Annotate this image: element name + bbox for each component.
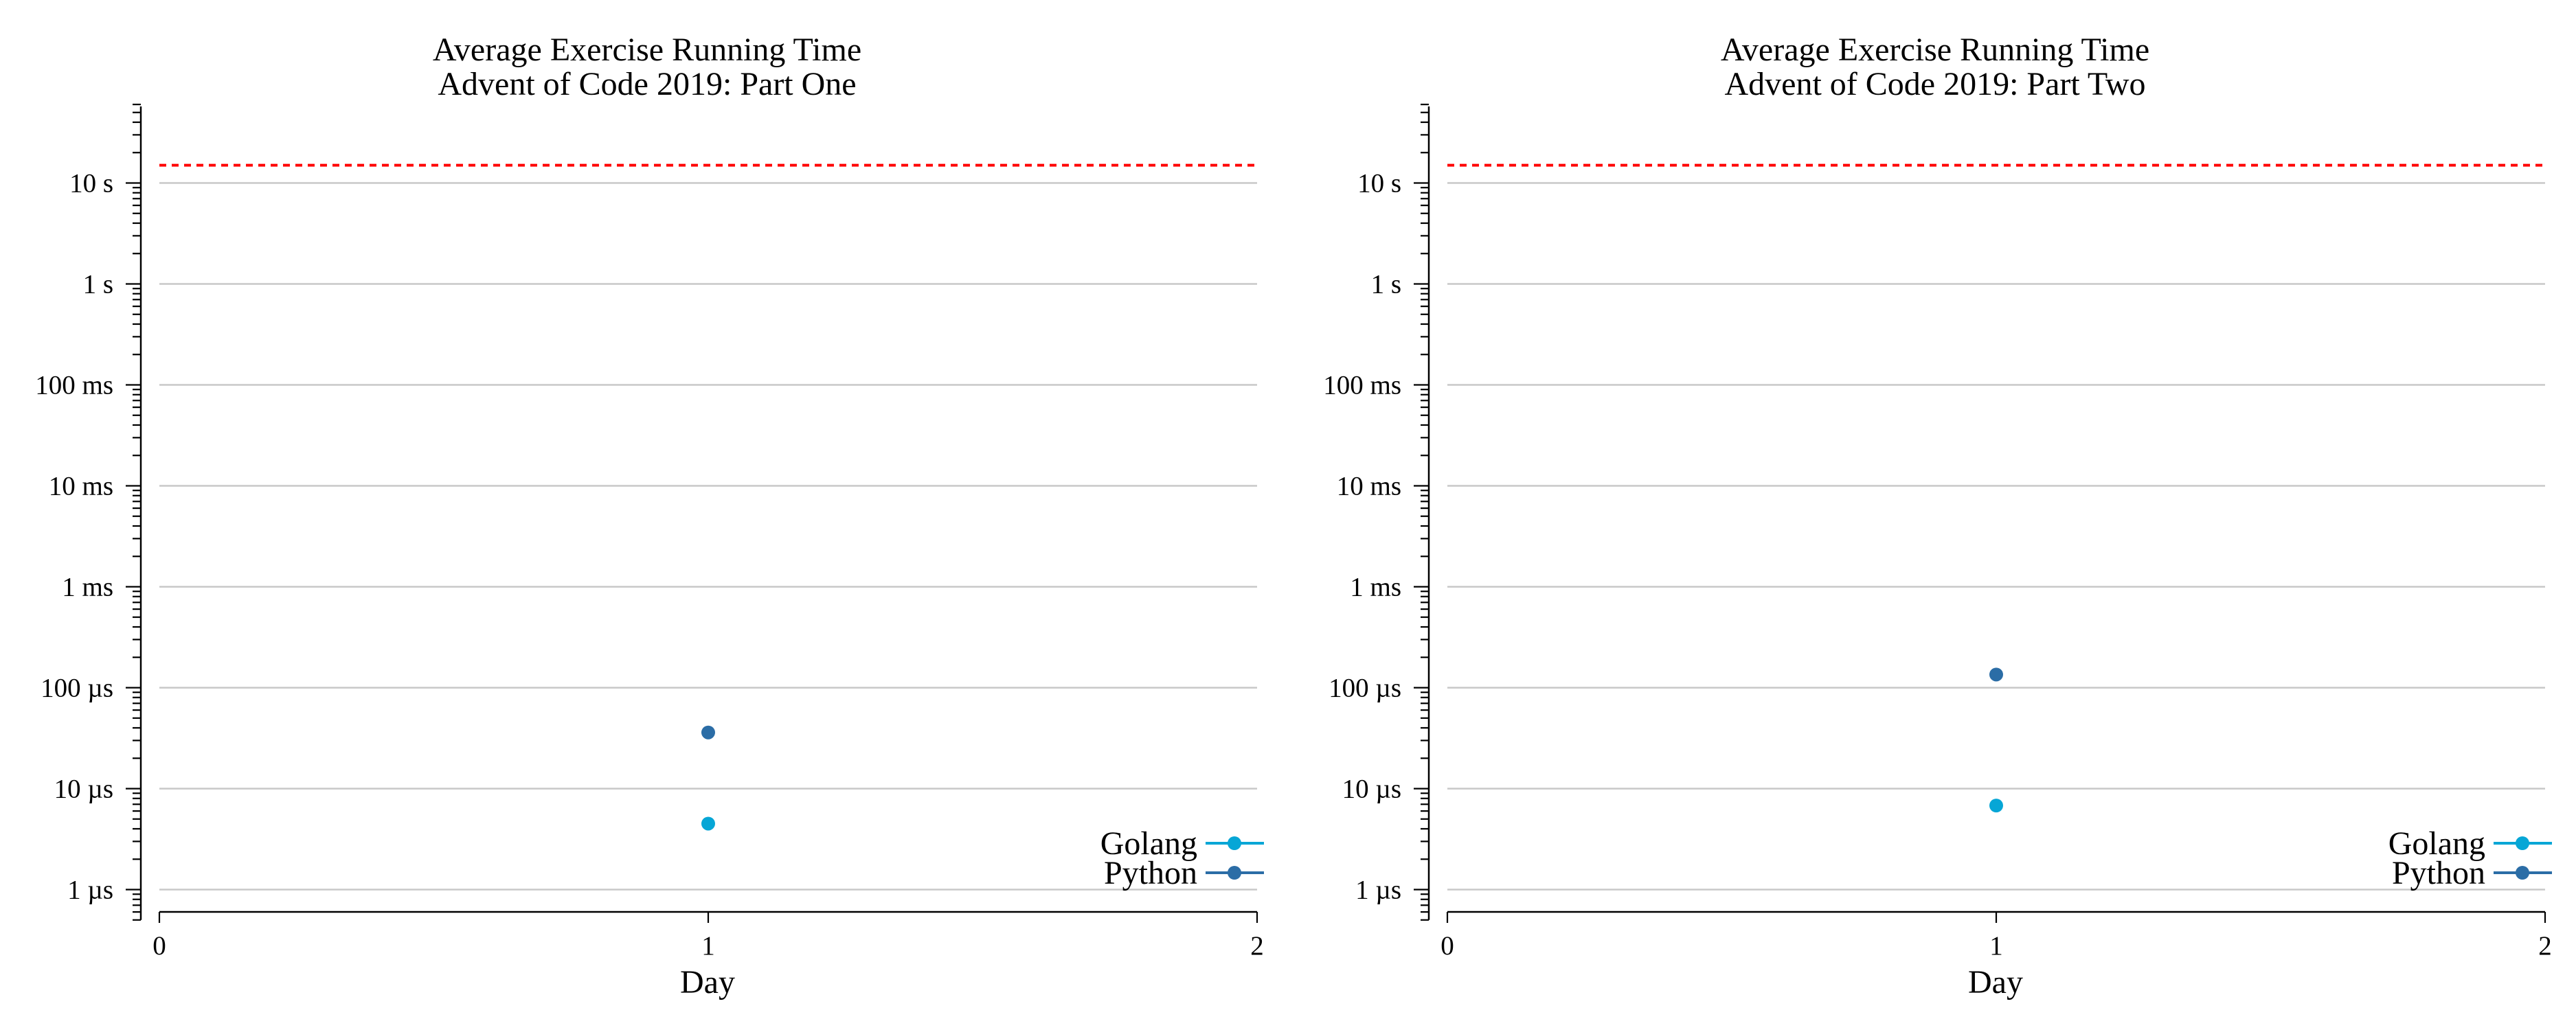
x-tick-label: 1 xyxy=(701,931,715,961)
axes-layer: 1 µs 10 µs 100 µs 1 ms 10 ms 100 ms 1 s 10 s 0 1 2 xyxy=(1323,104,2552,961)
legend-label: Python xyxy=(1104,855,1197,891)
legend-swatch-dot xyxy=(1228,866,1241,880)
y-tick-label: 1 ms xyxy=(62,573,113,602)
x-axis-label: Day xyxy=(1968,964,2023,1000)
y-tick-label: 1 s xyxy=(1371,270,1401,299)
y-tick-label: 10 ms xyxy=(49,472,113,501)
x-axis-label: Day xyxy=(680,964,735,1000)
legend-swatch-dot xyxy=(2516,836,2529,850)
y-tick-label: 1 µs xyxy=(67,876,113,905)
grid-layer xyxy=(159,182,1257,891)
chart-title: Average Exercise Running Time xyxy=(1721,32,2149,68)
titles: Average Exercise Running Time Advent of … xyxy=(433,32,861,1000)
y-tick-label: 10 ms xyxy=(1337,472,1401,501)
point-python xyxy=(1989,667,2003,682)
y-tick-label: 1 s xyxy=(83,270,113,299)
y-tick-label: 100 ms xyxy=(1323,371,1401,400)
x-tick-label: 2 xyxy=(2538,931,2552,961)
points-layer xyxy=(701,725,715,831)
x-tick-label: 0 xyxy=(152,931,166,961)
points-layer xyxy=(1989,667,2003,813)
legend-label: Python xyxy=(2392,855,2485,891)
y-tick-label: 10 s xyxy=(69,169,113,198)
point-golang xyxy=(701,816,715,831)
point-python xyxy=(701,725,715,740)
y-tick-label: 1 µs xyxy=(1355,876,1401,905)
y-tick-label: 1 ms xyxy=(1350,573,1401,602)
x-tick-label: 2 xyxy=(1250,931,1264,961)
y-tick-label: 100 µs xyxy=(41,674,113,703)
titles: Average Exercise Running Time Advent of … xyxy=(1721,32,2149,1000)
chart-part-one: 1 µs 10 µs 100 µs 1 ms 10 ms 100 ms 1 s 10 s 0 1 2… xyxy=(35,32,1264,1000)
legend-swatch-dot xyxy=(1228,836,1241,850)
legend-label: Golang xyxy=(2388,825,2485,862)
chart-part-two: 1 µs 10 µs 100 µs 1 ms 10 ms 100 ms 1 s 10 s 0 1 2… xyxy=(1323,32,2552,1000)
y-tick-label: 100 ms xyxy=(35,371,113,400)
x-tick-label: 0 xyxy=(1440,931,1454,961)
y-tick-label: 10 µs xyxy=(54,775,113,804)
chart-title: Average Exercise Running Time xyxy=(433,32,861,68)
chart-subtitle: Advent of Code 2019: Part One xyxy=(438,66,856,102)
y-tick-label: 10 µs xyxy=(1342,775,1401,804)
y-tick-label: 100 µs xyxy=(1329,674,1401,703)
chart-subtitle: Advent of Code 2019: Part Two xyxy=(1724,66,2145,102)
x-tick-label: 1 xyxy=(1989,931,2003,961)
y-tick-label: 10 s xyxy=(1357,169,1401,198)
grid-layer xyxy=(1447,182,2545,891)
point-golang xyxy=(1989,799,2003,813)
axes-layer: 1 µs 10 µs 100 µs 1 ms 10 ms 100 ms 1 s 10 s 0 1 2 xyxy=(35,104,1264,961)
legend-swatch-dot xyxy=(2516,866,2529,880)
legend-label: Golang xyxy=(1100,825,1197,862)
